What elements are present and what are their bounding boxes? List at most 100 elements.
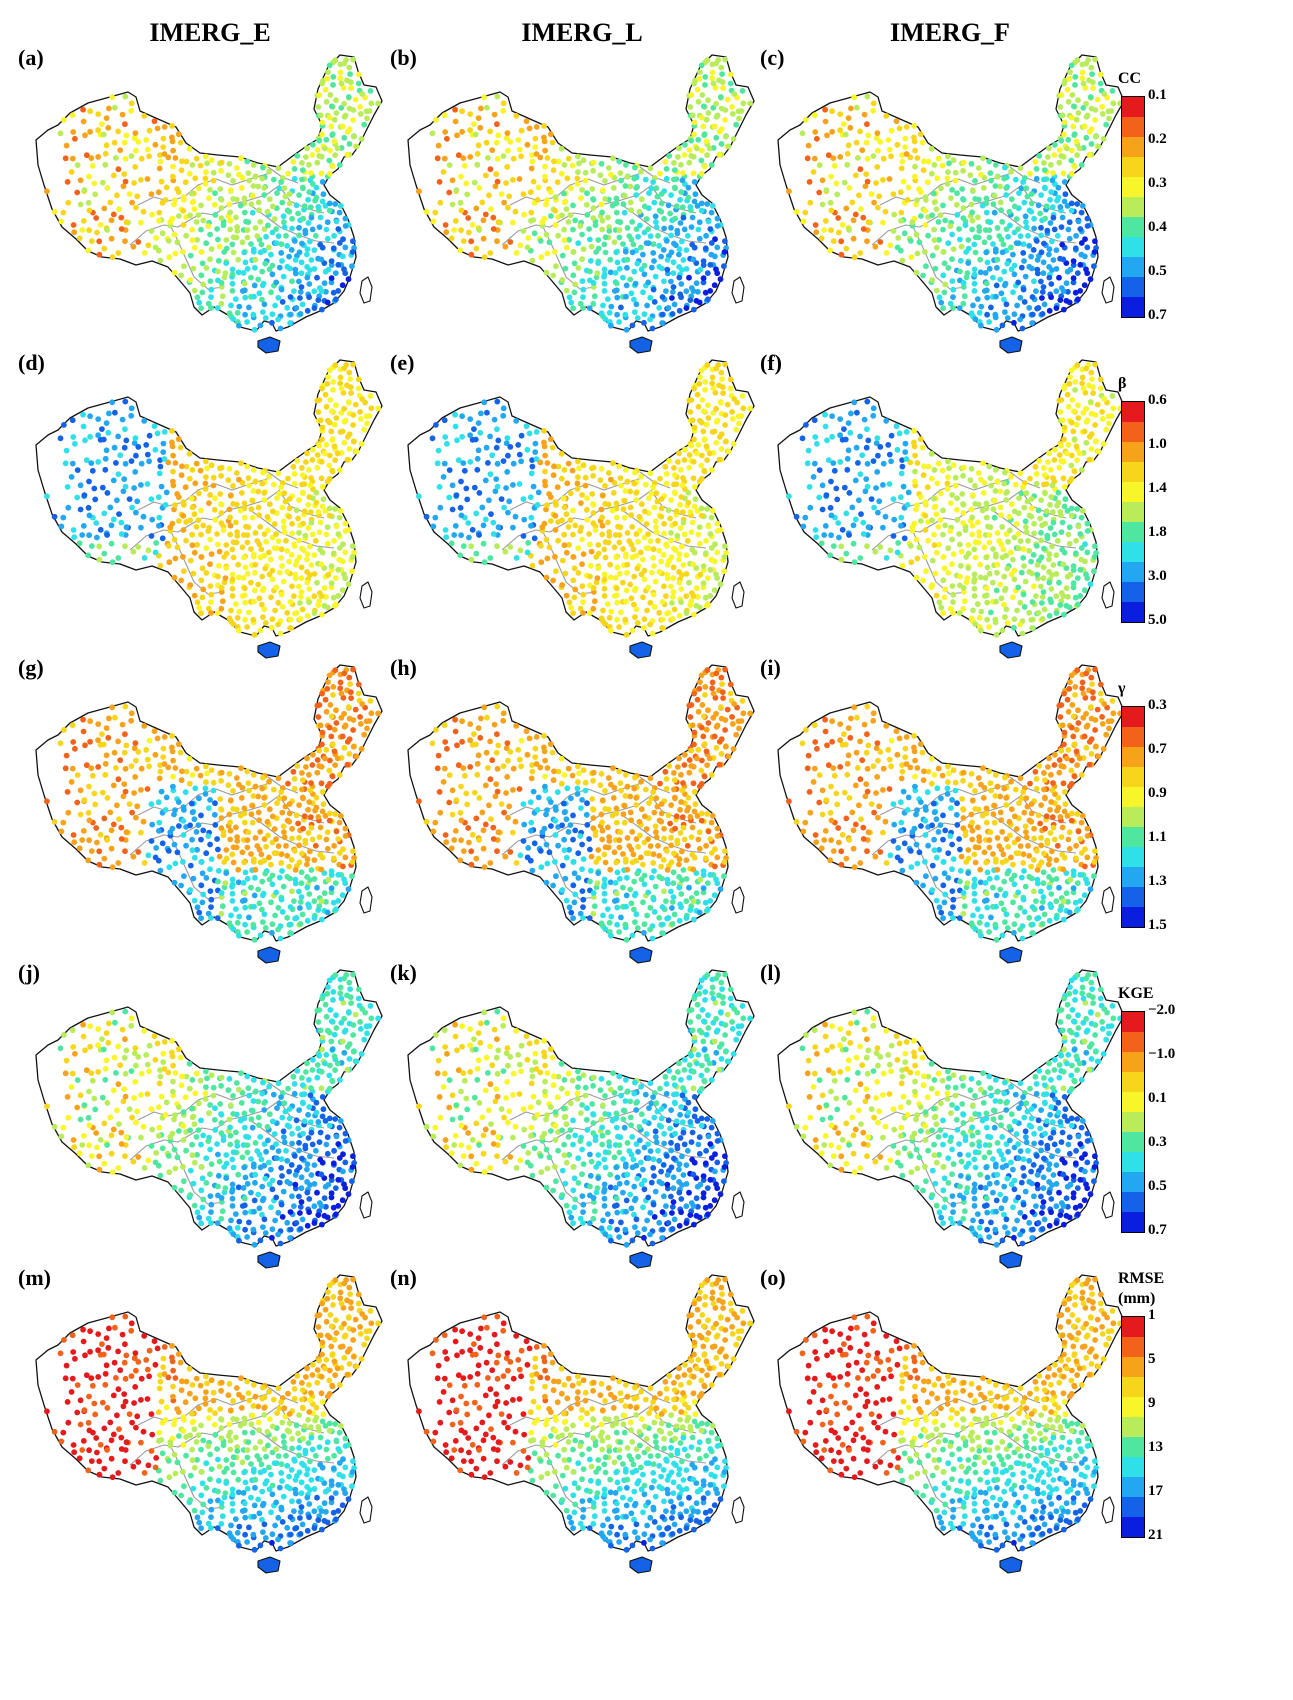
station-point xyxy=(298,259,305,266)
station-point xyxy=(86,478,92,485)
station-point xyxy=(154,430,161,437)
station-point xyxy=(886,481,893,487)
station-point xyxy=(179,463,185,470)
station-point xyxy=(819,506,826,513)
station-point xyxy=(269,881,276,888)
station-point xyxy=(572,281,579,288)
station-point xyxy=(503,485,509,491)
station-point xyxy=(688,224,695,231)
station-point xyxy=(297,600,303,606)
station-point xyxy=(942,586,949,593)
station-point xyxy=(493,444,500,451)
station-point xyxy=(624,561,631,568)
station-point xyxy=(554,179,561,186)
station-point xyxy=(572,586,579,593)
station-point xyxy=(318,153,325,160)
station-point xyxy=(647,599,654,606)
station-point xyxy=(128,710,135,717)
station-point xyxy=(1058,529,1065,535)
station-point xyxy=(613,592,620,599)
station-point xyxy=(79,227,86,233)
station-point xyxy=(286,818,293,825)
station-point xyxy=(897,189,904,196)
station-point xyxy=(286,253,292,260)
station-point xyxy=(526,430,533,437)
station-point xyxy=(186,755,193,762)
station-point xyxy=(1088,446,1095,452)
station-point xyxy=(1044,227,1051,234)
station-point xyxy=(176,823,182,829)
station-point xyxy=(1003,301,1010,308)
station-point xyxy=(242,599,249,606)
station-point xyxy=(257,627,264,634)
station-point xyxy=(128,405,135,412)
station-point xyxy=(676,579,683,586)
station-point xyxy=(476,227,482,233)
station-point xyxy=(938,604,945,611)
station-point xyxy=(802,209,809,216)
station-point xyxy=(800,218,807,225)
station-point xyxy=(870,107,877,114)
station-point xyxy=(322,203,329,209)
station-point xyxy=(333,707,339,714)
station-point xyxy=(123,742,130,749)
station-point xyxy=(997,183,1004,190)
station-point xyxy=(1070,563,1077,569)
station-point xyxy=(590,605,597,612)
station-point xyxy=(492,183,499,190)
station-point xyxy=(198,272,205,279)
station-point xyxy=(658,505,665,512)
station-point xyxy=(244,875,251,882)
station-point xyxy=(506,498,513,505)
station-point xyxy=(277,325,284,332)
station-point xyxy=(962,527,969,534)
station-point xyxy=(914,555,921,562)
station-point xyxy=(338,80,345,87)
station-point xyxy=(458,512,465,519)
station-point xyxy=(677,525,684,531)
station-point xyxy=(269,229,276,236)
station-point xyxy=(324,845,331,852)
station-point xyxy=(928,475,935,482)
station-point xyxy=(189,836,196,843)
station-point xyxy=(1045,459,1051,465)
station-point xyxy=(558,145,565,152)
station-point xyxy=(122,426,128,433)
station-point xyxy=(1064,450,1070,457)
station-point xyxy=(289,225,295,232)
station-point xyxy=(1038,192,1044,199)
station-point xyxy=(721,249,728,255)
station-point xyxy=(286,191,293,197)
station-point xyxy=(1011,576,1018,583)
station-point xyxy=(107,199,114,206)
station-point xyxy=(623,598,629,605)
station-point xyxy=(653,185,660,192)
station-point xyxy=(144,176,151,182)
station-point xyxy=(128,100,135,107)
station-point xyxy=(96,238,103,245)
station-point xyxy=(344,761,351,768)
station-point xyxy=(166,254,173,261)
station-point xyxy=(323,441,330,448)
station-point xyxy=(679,482,686,489)
station-point xyxy=(171,506,177,513)
station-point xyxy=(269,921,276,928)
station-point xyxy=(116,816,122,822)
station-point xyxy=(250,467,257,473)
station-point xyxy=(1051,531,1058,538)
station-point xyxy=(987,524,994,531)
station-point xyxy=(335,531,342,537)
station-point xyxy=(930,495,937,502)
station-point xyxy=(561,226,567,233)
station-point xyxy=(972,178,978,184)
station-point xyxy=(827,552,834,559)
station-point xyxy=(117,757,124,764)
station-point xyxy=(161,429,168,435)
station-point xyxy=(722,56,728,63)
station-point xyxy=(121,139,128,146)
station-point xyxy=(632,309,638,315)
station-point xyxy=(349,263,355,270)
station-point xyxy=(634,620,641,626)
station-point xyxy=(112,104,118,111)
station-point xyxy=(942,281,949,288)
